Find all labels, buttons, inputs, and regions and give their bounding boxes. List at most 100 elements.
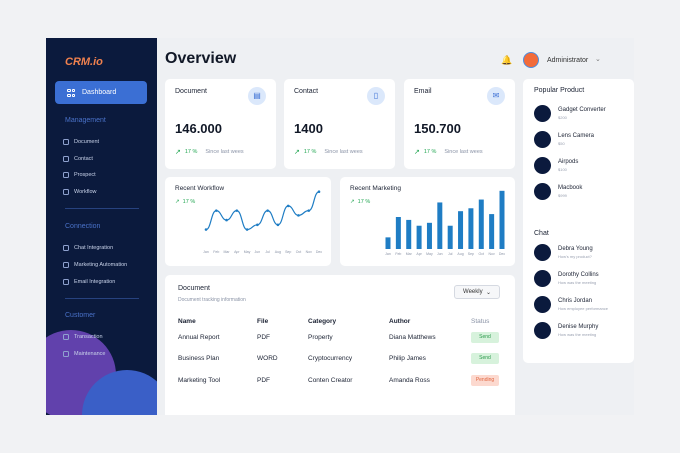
trend-since: Since last wees: [205, 149, 244, 155]
popular-product-title: Popular Product: [534, 87, 585, 94]
trend-since: Since last wees: [324, 149, 363, 155]
chat-item[interactable]: Debra Young How's my product?: [534, 244, 593, 261]
x-tick-label: Sep: [285, 250, 291, 254]
chat-message: How employee performance: [558, 306, 609, 311]
chat-item[interactable]: Dorothy Collins How was the meeting: [534, 270, 599, 287]
avatar[interactable]: [523, 52, 539, 68]
prospect-icon: [63, 172, 69, 178]
sidebar-divider: [65, 298, 139, 299]
chat-icon: [63, 245, 69, 251]
chat-message: How's my product?: [558, 254, 592, 259]
bar: [447, 225, 453, 249]
app-window: CRM.io Dashboard Management Document Con…: [46, 38, 634, 415]
x-tick-label: Jul: [448, 252, 453, 256]
chevron-down-icon: ⌄: [485, 289, 491, 296]
data-point: [307, 209, 311, 212]
stat-card-email[interactable]: Email ✉ 150.700 ↗ 17 % Since last wees: [404, 79, 515, 169]
trend-up-icon: ↗: [414, 149, 420, 156]
section-title-connection: Connection: [65, 223, 101, 230]
bell-icon[interactable]: 🔔: [501, 55, 513, 65]
trend-value: 17 %: [357, 199, 371, 205]
x-tick-label: Apr: [234, 250, 240, 254]
sidebar-item-email-integration[interactable]: Email Integration: [63, 279, 115, 285]
chat-name: Dorothy Collins: [558, 272, 599, 278]
x-tick-label: Oct: [479, 252, 484, 256]
x-tick-label: Jun: [255, 250, 261, 254]
workflow-line-chart: Jan Feb Mar Apr May Jun Jul Aug Sep Oct Nov Dec: [203, 190, 322, 254]
column-header-author: Author: [389, 318, 411, 325]
sidebar-item-maintenance[interactable]: Maintenance: [63, 351, 106, 357]
x-tick-label: Mar: [224, 250, 231, 254]
stat-trend: ↗ 17 % Since last wees: [414, 148, 483, 156]
cell-name: Annual Report: [178, 334, 220, 341]
email-icon: ✉: [487, 87, 505, 105]
section-title-customer: Customer: [65, 312, 96, 319]
trend-value: 17 %: [303, 149, 317, 155]
stat-card-contact[interactable]: Contact ▯ 1400 ↗ 17 % Since last wees: [284, 79, 395, 169]
cell-category: Conten Creator: [308, 377, 353, 384]
bar: [395, 217, 401, 249]
sidebar-item-workflow[interactable]: Workflow: [63, 189, 97, 195]
right-panel: Popular Product Gadget Converter $200 Len…: [523, 79, 634, 363]
cell-author: Amanda Ross: [389, 377, 430, 384]
product-item[interactable]: Gadget Converter $200: [534, 105, 606, 122]
product-thumbnail: [534, 131, 551, 148]
chat-item[interactable]: Denise Murphy How was the meeting: [534, 322, 598, 339]
trend-up-icon: ↗: [175, 149, 181, 156]
chat-name: Debra Young: [558, 246, 593, 252]
sidebar-item-label: Workflow: [74, 189, 97, 195]
column-header-name: Name: [178, 318, 196, 325]
data-point: [235, 209, 239, 212]
bar: [499, 190, 505, 249]
stat-value: 1400: [294, 121, 323, 136]
bar: [416, 225, 422, 249]
sidebar-item-marketing-automation[interactable]: Marketing Automation: [63, 262, 127, 268]
sidebar-item-label: Marketing Automation: [74, 262, 128, 268]
chat-title: Chat: [534, 230, 549, 237]
data-point: [225, 218, 228, 222]
x-tick-label: May: [244, 250, 251, 254]
dashboard-icon: [67, 88, 75, 97]
user-name[interactable]: Administrator: [547, 57, 589, 64]
sidebar-item-label: Transaction: [74, 334, 103, 340]
sidebar-item-label: Contact: [74, 156, 93, 162]
product-name: Gadget Converter: [558, 107, 606, 113]
sidebar-item-contact[interactable]: Contact: [63, 156, 93, 162]
marketing-bar-chart: Jan Feb Mar Apr May Jun Jul Aug Sep Oct Nov Dec: [385, 190, 505, 256]
chat-item[interactable]: Chris Jordan How employee performance: [534, 296, 608, 313]
app-logo: CRM.io: [65, 56, 103, 68]
column-header-status: Status: [471, 318, 490, 325]
stat-label: Email: [414, 88, 432, 95]
stat-card-document[interactable]: Document ▤ 146.000 ↗ 17 % Since last wees: [165, 79, 276, 169]
sidebar-divider: [65, 208, 139, 209]
filter-dropdown[interactable]: Weekly ⌄: [454, 285, 500, 299]
x-tick-label: Nov: [489, 252, 495, 256]
trend-up-icon: ↗: [294, 149, 300, 156]
product-item[interactable]: Lens Camera $50: [534, 131, 594, 148]
product-price: $100: [558, 167, 567, 172]
bar: [468, 208, 474, 249]
document-icon: ▤: [248, 87, 266, 105]
cell-file: WORD: [257, 355, 278, 362]
sidebar-item-label: Email Integration: [74, 279, 116, 285]
x-tick-label: Dec: [316, 250, 322, 254]
sidebar-item-prospect[interactable]: Prospect: [63, 172, 96, 178]
contact-icon: [63, 156, 69, 162]
status-badge: Send: [471, 332, 499, 343]
product-item[interactable]: Macbook $999: [534, 183, 582, 200]
document-icon: [63, 139, 69, 145]
sidebar-item-label: Document: [74, 139, 100, 145]
avatar: [534, 270, 551, 287]
trend-value: 17 %: [184, 149, 198, 155]
sidebar-item-chat-integration[interactable]: Chat Integration: [63, 245, 113, 251]
chat-name: Denise Murphy: [558, 324, 599, 330]
bar: [426, 222, 432, 249]
product-name: Lens Camera: [558, 133, 595, 139]
sidebar-item-dashboard[interactable]: Dashboard: [55, 81, 147, 104]
chevron-down-icon[interactable]: ⌄: [595, 56, 601, 63]
product-item[interactable]: Airpods $100: [534, 157, 578, 174]
sidebar-item-document[interactable]: Document: [63, 139, 99, 145]
cell-category: Property: [308, 334, 333, 341]
sidebar-item-transaction[interactable]: Transaction: [63, 334, 103, 340]
product-price: $999: [558, 193, 567, 198]
